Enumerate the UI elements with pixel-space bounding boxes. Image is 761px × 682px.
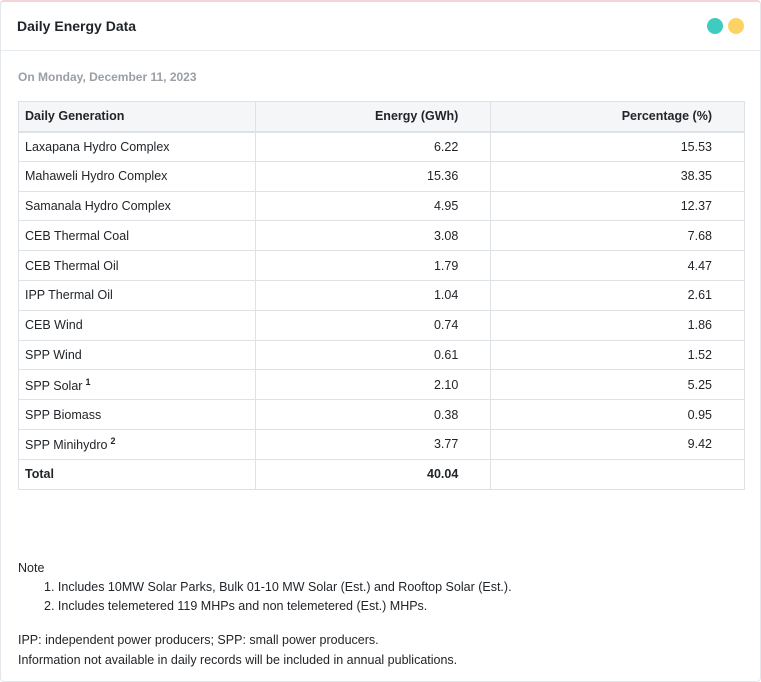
energy-cell: 6.22 — [254, 131, 492, 162]
column-header-generation: Daily Generation — [18, 101, 256, 133]
energy-cell: 0.38 — [254, 399, 492, 430]
energy-cell: 2.10 — [254, 369, 492, 401]
table-row: CEB Wind 0.74 1.86 — [18, 309, 745, 341]
percentage-cell: 4.47 — [490, 250, 745, 281]
footnote-marker: 1 — [85, 376, 91, 387]
generation-source-cell: Samanala Hydro Complex — [18, 190, 256, 222]
table-row: Samanala Hydro Complex 4.95 12.37 — [18, 190, 745, 222]
generation-source-label: CEB Thermal Oil — [25, 258, 119, 273]
energy-cell: 1.04 — [254, 279, 492, 311]
generation-source-label: CEB Wind — [25, 318, 83, 333]
legend-line: IPP: independent power producers; SPP: s… — [18, 633, 379, 647]
total-row: Total 40.04 — [18, 458, 745, 490]
generation-source-label: SPP Wind — [25, 347, 82, 362]
energy-cell: 3.77 — [254, 428, 492, 460]
total-label-cell: Total — [18, 458, 256, 490]
table-header-row: Daily Generation Energy (GWh) Percentage… — [18, 101, 745, 133]
generation-source-label: IPP Thermal Oil — [25, 288, 113, 303]
note-item: 2. Includes telemetered 119 MHPs and non… — [44, 599, 428, 613]
percentage-cell: 1.52 — [490, 339, 745, 371]
energy-cell: 4.95 — [254, 190, 492, 222]
header-dots — [707, 18, 744, 34]
generation-source-cell: CEB Thermal Coal — [18, 220, 256, 252]
generation-source-cell: Mahaweli Hydro Complex — [18, 160, 256, 192]
percentage-cell: 0.95 — [490, 399, 745, 430]
generation-source-cell: SPP Solar 1 — [18, 369, 256, 401]
energy-cell: 1.79 — [254, 250, 492, 281]
energy-cell: 3.08 — [254, 220, 492, 252]
table-row: SPP Wind 0.61 1.52 — [18, 339, 745, 371]
generation-source-label: SPP Minihydro — [25, 438, 108, 453]
percentage-cell: 5.25 — [490, 369, 745, 401]
energy-table: Daily Generation Energy (GWh) Percentage… — [18, 101, 745, 490]
table-row: SPP Solar 1 2.10 5.25 — [18, 369, 745, 401]
percentage-cell: 1.86 — [490, 309, 745, 341]
footnote-marker: 2 — [110, 436, 116, 447]
notes-list: 1. Includes 10MW Solar Parks, Bulk 01-10… — [18, 578, 512, 616]
generation-source-cell: CEB Wind — [18, 309, 256, 341]
table-row: Laxapana Hydro Complex 6.22 15.53 — [18, 131, 745, 162]
column-header-energy: Energy (GWh) — [254, 101, 492, 133]
table-row: CEB Thermal Oil 1.79 4.47 — [18, 250, 745, 281]
table-row: SPP Minihydro 2 3.77 9.42 — [18, 428, 745, 460]
generation-source-label: Mahaweli Hydro Complex — [25, 169, 168, 184]
legend-line: Information not available in daily recor… — [18, 652, 458, 667]
percentage-cell: 12.37 — [490, 190, 745, 222]
table-body: Laxapana Hydro Complex 6.22 15.53 Mahaweli … — [18, 131, 745, 490]
generation-source-label: Laxapana Hydro Complex — [25, 139, 170, 154]
total-energy-cell: 40.04 — [254, 458, 492, 490]
generation-source-cell: Laxapana Hydro Complex — [18, 131, 256, 162]
percentage-cell: 9.42 — [490, 428, 745, 460]
card-title: Daily Energy Data — [17, 18, 137, 34]
abbreviation-legend: IPP: independent power producers; SPP: s… — [18, 631, 457, 670]
card-header: Daily Energy Data — [1, 2, 760, 51]
generation-source-label: SPP Solar — [25, 378, 83, 393]
table-row: IPP Thermal Oil 1.04 2.61 — [18, 279, 745, 311]
energy-cell: 0.74 — [254, 309, 492, 341]
table-row: Mahaweli Hydro Complex 15.36 38.35 — [18, 160, 745, 192]
percentage-cell: 38.35 — [490, 160, 745, 192]
percentage-cell: 2.61 — [490, 279, 745, 311]
teal-dot-icon[interactable] — [707, 18, 723, 34]
report-date: On Monday, December 11, 2023 — [18, 70, 197, 84]
generation-source-label: Samanala Hydro Complex — [25, 198, 171, 213]
notes-title: Note — [18, 561, 45, 575]
generation-source-label: CEB Thermal Coal — [25, 228, 129, 243]
yellow-dot-icon[interactable] — [728, 18, 744, 34]
column-header-percentage: Percentage (%) — [490, 101, 745, 133]
note-item: 1. Includes 10MW Solar Parks, Bulk 01-10… — [44, 580, 512, 594]
generation-source-label: SPP Biomass — [25, 407, 102, 422]
table-row: SPP Biomass 0.38 0.95 — [18, 399, 745, 430]
energy-cell: 0.61 — [254, 339, 492, 371]
generation-source-cell: SPP Biomass — [18, 399, 256, 430]
table-row: CEB Thermal Coal 3.08 7.68 — [18, 220, 745, 252]
total-percentage-cell — [490, 458, 745, 490]
generation-source-cell: CEB Thermal Oil — [18, 250, 256, 281]
generation-source-cell: SPP Minihydro 2 — [18, 428, 256, 460]
energy-cell: 15.36 — [254, 160, 492, 192]
percentage-cell: 15.53 — [490, 131, 745, 162]
generation-source-cell: SPP Wind — [18, 339, 256, 371]
notes-section: Note 1. Includes 10MW Solar Parks, Bulk … — [18, 559, 512, 616]
generation-source-cell: IPP Thermal Oil — [18, 279, 256, 311]
percentage-cell: 7.68 — [490, 220, 745, 252]
